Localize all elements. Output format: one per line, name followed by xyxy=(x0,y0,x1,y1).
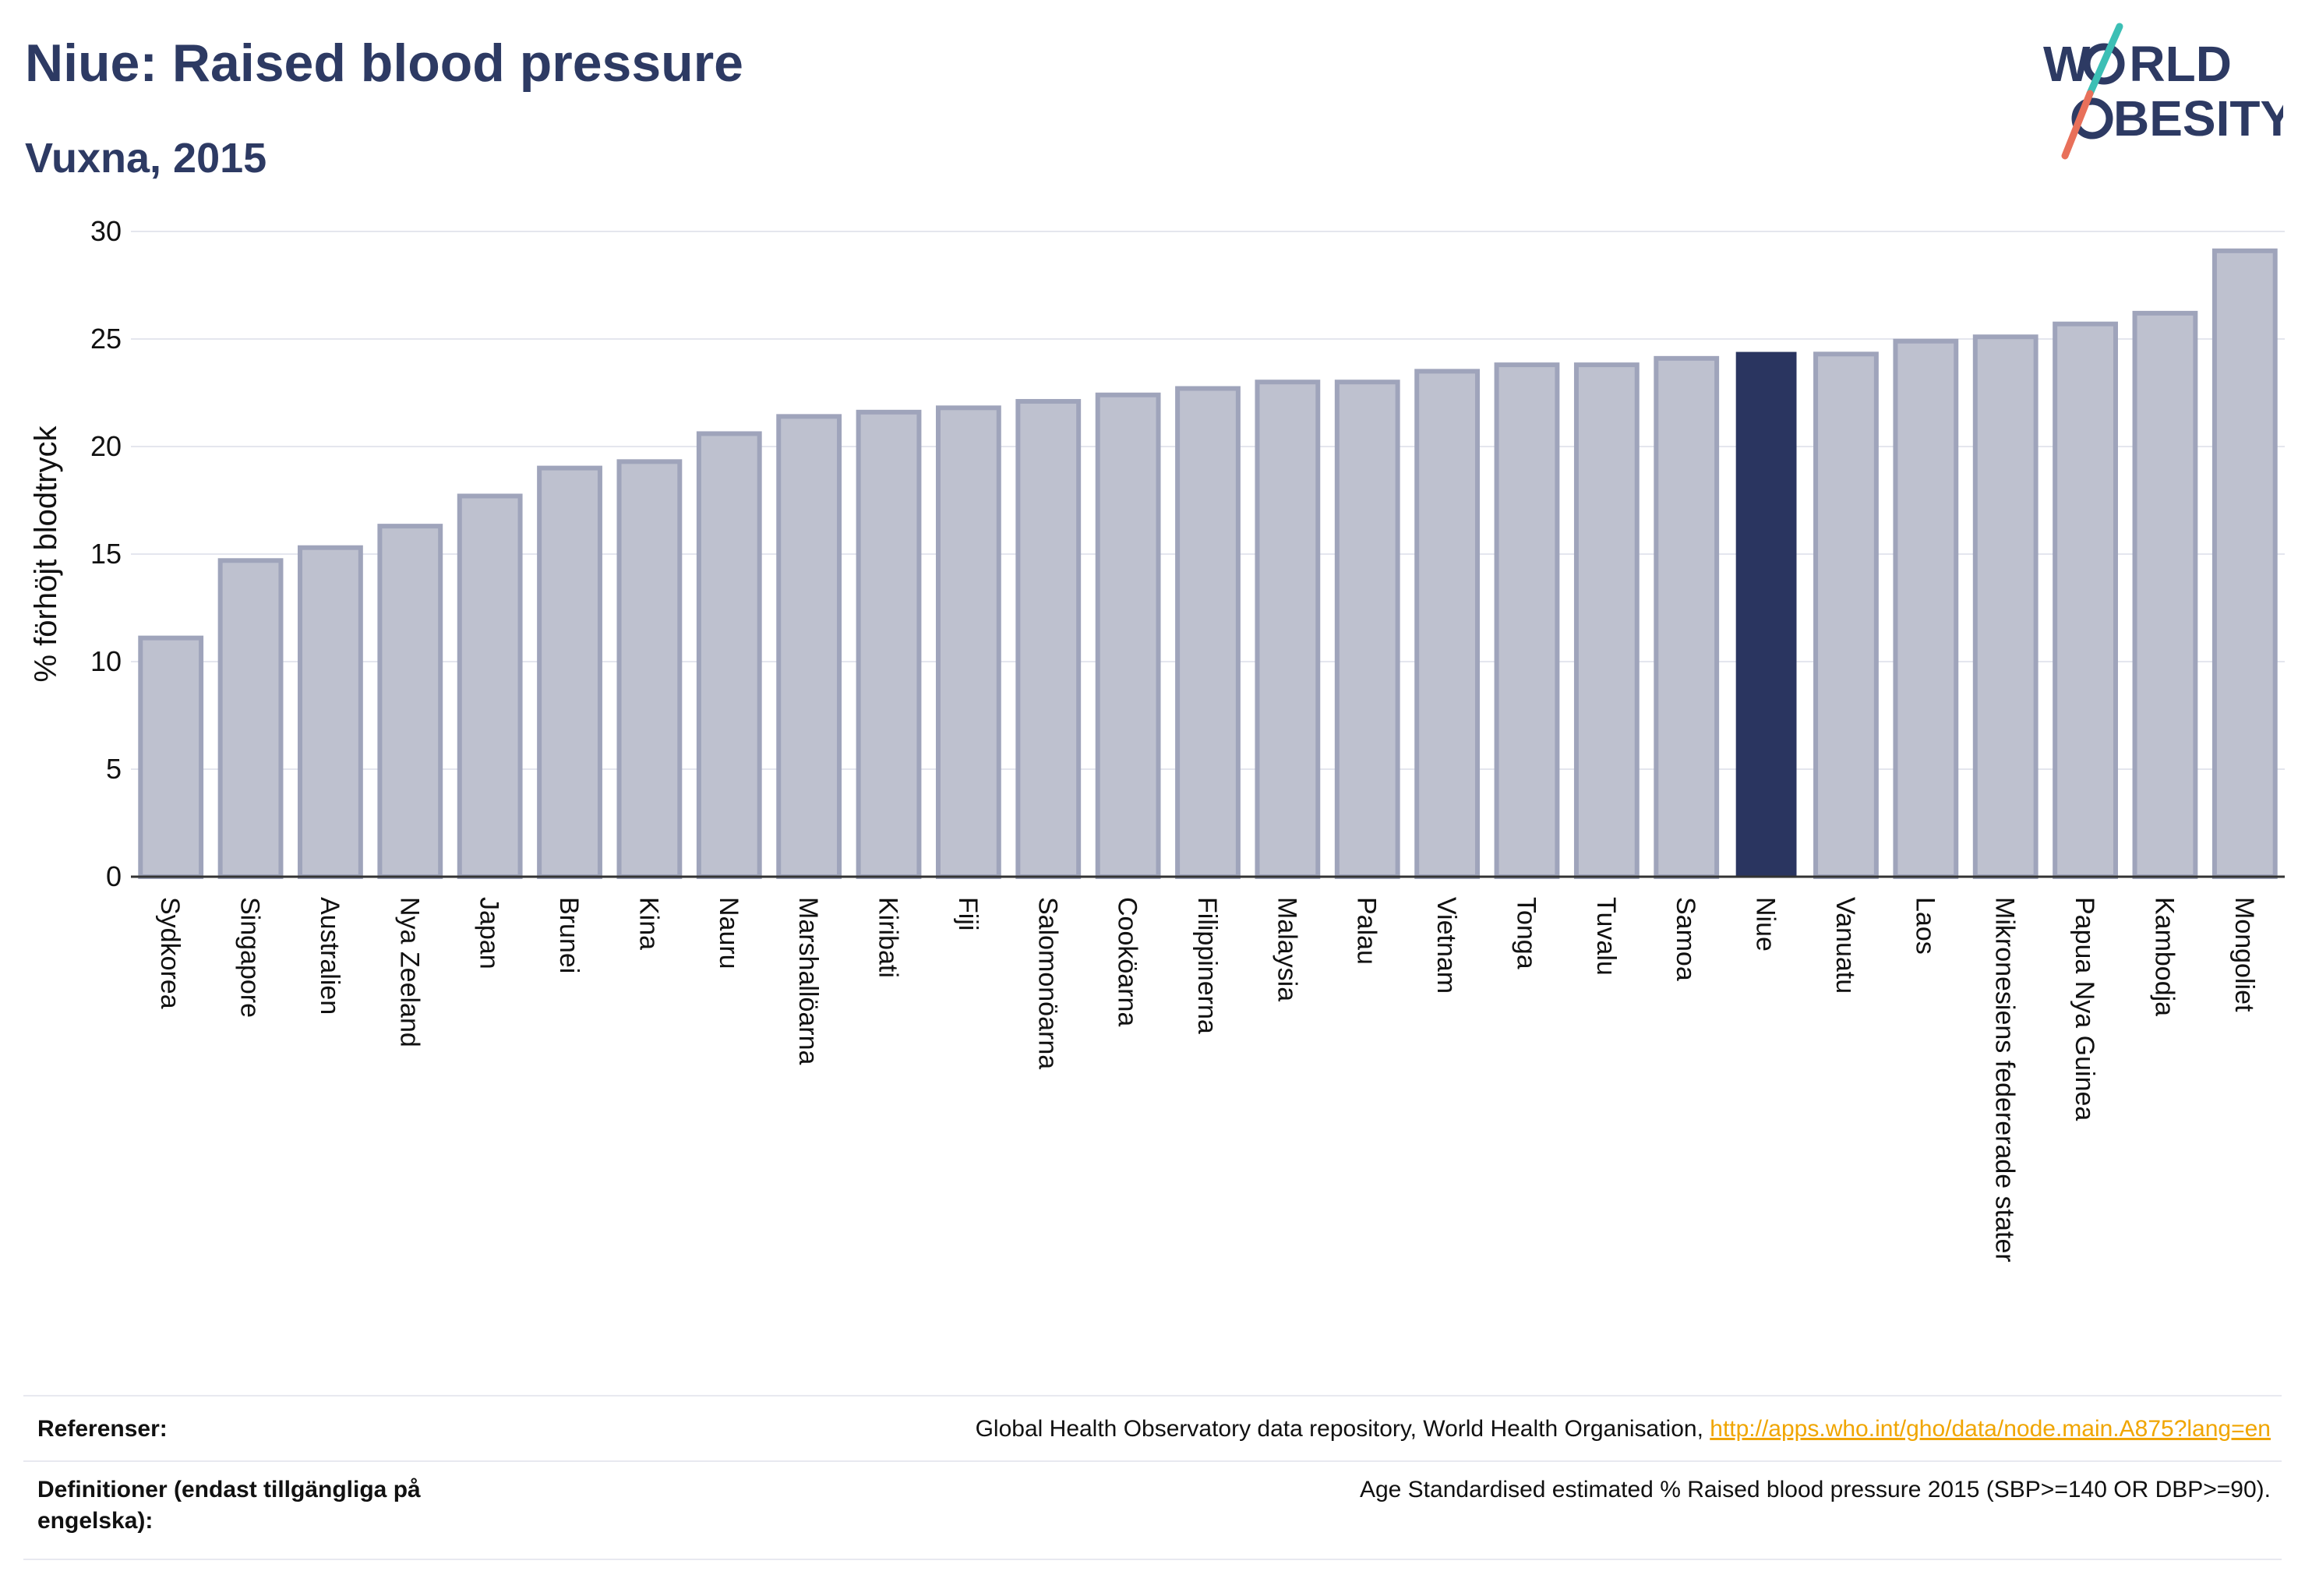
references-link[interactable]: http://apps.who.int/gho/data/node.main.A… xyxy=(1710,1416,2271,1442)
references-value: Global Health Observatory data repositor… xyxy=(976,1414,2271,1445)
bar xyxy=(1095,392,1161,879)
y-tick-label: 5 xyxy=(106,753,122,785)
x-tick-label: Niue xyxy=(1751,897,1781,952)
x-tick-label: Filippinerna xyxy=(1192,897,1222,1034)
bar xyxy=(138,635,204,879)
x-tick-label: Singapore xyxy=(235,897,265,1018)
bar xyxy=(616,459,683,879)
x-tick-label: Vietnam xyxy=(1431,897,1461,994)
y-tick-label: 0 xyxy=(106,860,122,892)
bar xyxy=(1654,355,1720,879)
x-tick-label: Japan xyxy=(475,897,504,969)
y-tick-label: 30 xyxy=(90,215,122,247)
x-tick-label: Kambodja xyxy=(2149,897,2179,1016)
bar xyxy=(1494,362,1560,879)
x-tick-label: Vanuatu xyxy=(1830,897,1860,994)
bar xyxy=(1015,399,1082,879)
bar xyxy=(776,414,842,879)
bar xyxy=(1255,380,1321,879)
logo-word-world: W RLD xyxy=(2043,36,2232,92)
x-tick-label: Salomonöarna xyxy=(1032,897,1062,1069)
bar xyxy=(377,524,443,879)
x-tick-label: Australien xyxy=(315,897,344,1015)
x-tick-label: Cooköarna xyxy=(1113,897,1142,1026)
bar xyxy=(856,409,922,879)
x-tick-label: Kiribati xyxy=(874,897,903,978)
x-tick-label: Malaysia xyxy=(1272,897,1301,1001)
definitions-row: Definitioner (endast tillgängliga på eng… xyxy=(23,1460,2282,1560)
bar xyxy=(298,545,363,879)
bar xyxy=(217,558,284,880)
bar xyxy=(457,493,523,879)
logo-obesity-rest: BESITY xyxy=(2113,90,2283,147)
y-tick-label: 20 xyxy=(90,430,122,462)
bars xyxy=(138,248,2278,880)
bar xyxy=(1972,334,2038,879)
bar xyxy=(1334,380,1400,879)
y-axis-ticks: 0 5 10 15 20 25 30 xyxy=(90,215,122,892)
bar xyxy=(2132,310,2198,879)
x-tick-label: Sydkorea xyxy=(155,897,185,1009)
x-tick-label: Laos xyxy=(1910,897,1940,955)
y-tick-label: 10 xyxy=(90,645,122,677)
bar xyxy=(2211,248,2278,879)
x-tick-label: Mongoliet xyxy=(2229,897,2259,1012)
x-tick-label: Kina xyxy=(634,897,663,950)
bar xyxy=(2053,321,2118,879)
definitions-label: Definitioner (endast tillgängliga på eng… xyxy=(37,1477,421,1534)
bar xyxy=(537,465,602,879)
bar xyxy=(696,431,762,879)
y-tick-label: 15 xyxy=(90,538,122,570)
bar-chart: 0 5 10 15 20 25 30 Sydkorea Singapore Australien… xyxy=(29,215,2285,1262)
bar xyxy=(1573,362,1640,879)
bar xyxy=(1893,338,1959,879)
x-tick-label: Tonga xyxy=(1511,897,1541,969)
y-axis-title: % förhöjt blodtryck xyxy=(29,425,63,682)
bar xyxy=(1813,351,1879,879)
references-row: Referenser: Global Health Observatory da… xyxy=(23,1395,2282,1460)
x-tick-label: Palau xyxy=(1352,897,1382,965)
logo-o-top xyxy=(2083,43,2125,85)
bar-highlight xyxy=(1735,351,1797,877)
x-tick-label: Papua Nya Guinea xyxy=(2070,897,2099,1121)
logo-slash-bottom xyxy=(2061,90,2094,160)
x-tick-label: Nauru xyxy=(714,897,743,969)
references-table: Referenser: Global Health Observatory da… xyxy=(23,1395,2282,1560)
x-tick-label: Marshallöarna xyxy=(793,897,823,1065)
bar xyxy=(935,405,1001,879)
logo-slash-top xyxy=(2086,23,2123,97)
chart-title: Niue: Raised blood pressure xyxy=(25,34,743,93)
bar xyxy=(1175,386,1241,880)
x-tick-label: Nya Zeeland xyxy=(394,897,424,1047)
world-obesity-logo: W RLD BESITY xyxy=(2043,23,2283,160)
x-tick-label: Fiji xyxy=(953,897,983,930)
logo-o-bottom xyxy=(2071,97,2113,139)
references-label: Referenser: xyxy=(37,1416,168,1442)
x-tick-label: Mikronesiens federerade stater xyxy=(1990,897,2020,1262)
definitions-value: Age Standardised estimated % Raised bloo… xyxy=(1359,1477,2271,1502)
logo-world-rest: RLD xyxy=(2129,36,2232,92)
logo-word-obesity: BESITY xyxy=(2113,90,2283,147)
references-text: Global Health Observatory data repositor… xyxy=(975,1416,1710,1442)
bar xyxy=(1414,369,1481,879)
x-tick-label: Samoa xyxy=(1671,897,1700,981)
x-axis-labels: Sydkorea Singapore Australien Nya Zeeland Ja… xyxy=(155,897,2259,1262)
x-tick-label: Tuvalu xyxy=(1591,897,1621,976)
y-tick-label: 25 xyxy=(90,323,122,355)
x-tick-label: Brunei xyxy=(554,897,584,973)
chart-subtitle: Vuxna, 2015 xyxy=(25,135,267,182)
